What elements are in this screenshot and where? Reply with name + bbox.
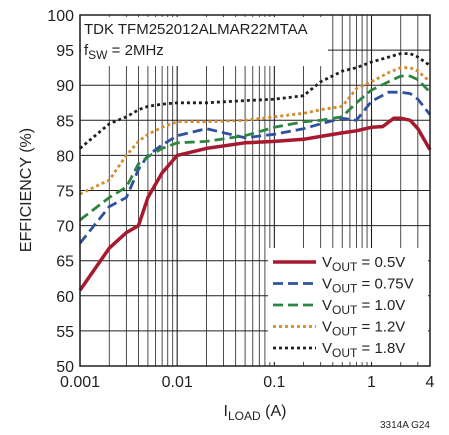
legend-label-2-rest: = 0.75V [357,276,413,293]
y-tick-label: 80 [56,148,74,165]
annotation-line-2-sub: SW [88,48,108,62]
figure-id: 3314A G24 [380,420,430,431]
x-tick-label: 0.001 [60,374,100,391]
x-tick-label: 4 [426,374,435,391]
series-line-4 [79,66,431,196]
y-tick-label: 65 [56,254,74,271]
legend-label-4-sub: OUT [332,325,358,339]
chart-text: 50 55 60 65 70 75 80 85 90 95 100 0.001 0.01 0.1 1 4 TDK… [18,8,435,431]
y-tick-label: 50 [56,359,74,376]
series-line-2 [78,90,432,245]
legend-label-4-rest: = 1.2V [357,319,405,336]
series-line-1 [78,116,432,292]
series-line-5 [79,52,431,150]
legend-label-3-main: V [322,297,332,314]
y-tick-label: 70 [56,219,74,236]
legend-label-2-sub: OUT [332,282,358,296]
x-axis-label-sub: LOAD [228,409,261,423]
y-axis-label: EFFICIENCY (%) [18,128,35,252]
annotation-line-1: TDK TFM252012ALMAR22MTAA [84,21,308,38]
x-axis-label: ILOAD (A) [224,403,287,423]
annotation-background [81,17,328,66]
legend-label-2: VOUT = 0.75V [322,276,414,296]
legend-label-2-main: V [322,276,332,293]
x-tick-label: 0.01 [162,374,193,391]
y-tick-label: 100 [47,8,74,25]
y-tick-label: 75 [56,184,74,201]
y-tick-label: 55 [56,324,74,341]
legend-label-5-sub: OUT [332,346,358,360]
x-axis-label-rest: (A) [261,403,287,420]
y-tick-label: 60 [56,289,74,306]
legend-label-3-sub: OUT [332,303,358,317]
y-tick-label: 85 [56,113,74,130]
x-tick-label: 1 [367,374,376,391]
legend-label-3-rest: = 1.0V [357,297,405,314]
series-line-3 [79,74,432,222]
legend-label-5: VOUT = 1.8V [322,340,405,360]
legend-label-4: VOUT = 1.2V [322,319,405,339]
legend-label-1-main: V [322,254,332,271]
legend-label-1-sub: OUT [332,260,358,274]
x-axis-label-main: I [224,403,228,420]
legend-label-5-rest: = 1.8V [357,340,405,357]
plot-frame [79,14,431,367]
legend-label-1: VOUT = 0.5V [322,254,405,274]
series-lines [78,52,432,292]
y-tick-label: 95 [56,43,74,60]
y-tick-label: 90 [56,78,74,95]
legend-label-3: VOUT = 1.0V [322,297,405,317]
x-tick-label: 0.1 [263,374,285,391]
legend-label-4-main: V [322,319,332,336]
annotation-line-2-main: f [84,42,89,59]
legend-label-5-main: V [322,340,332,357]
annotation-line-2-rest: = 2MHz [108,42,164,59]
annotation-line-2: fSW = 2MHz [84,42,164,62]
legend-label-1-rest: = 0.5V [357,254,405,271]
